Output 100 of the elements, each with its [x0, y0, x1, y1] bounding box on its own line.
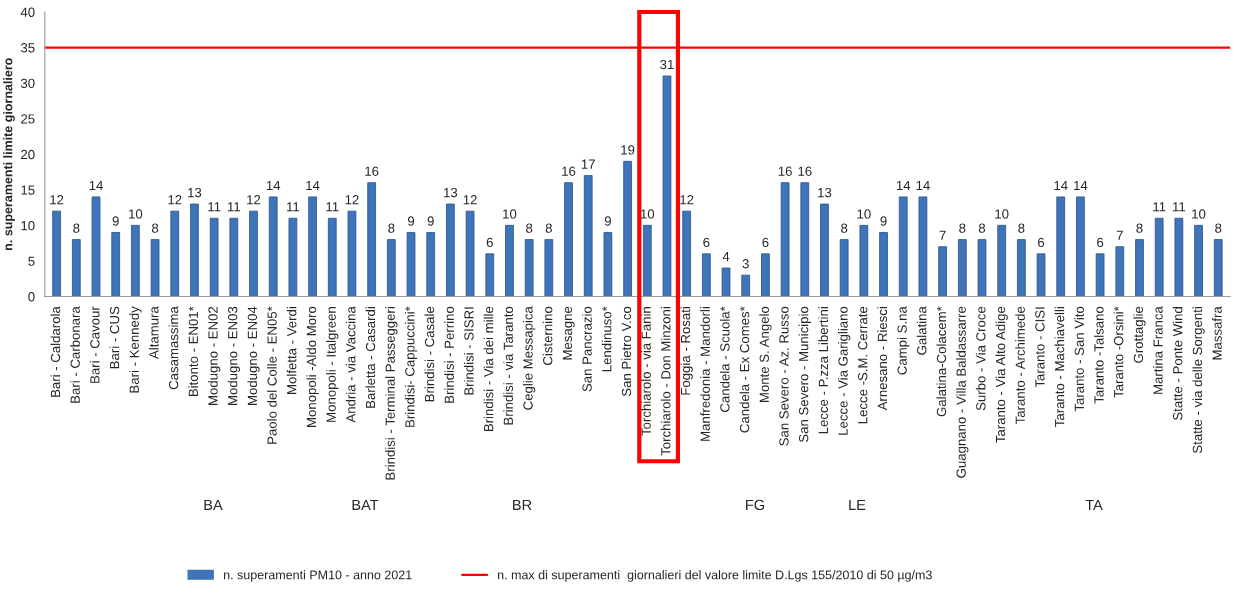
x-tick-label: Arnesano - Riesci — [877, 307, 888, 411]
data-label: 17 — [581, 159, 595, 169]
data-label: 16 — [562, 166, 576, 176]
bar — [91, 196, 101, 297]
y-tick-label: 25 — [21, 114, 35, 124]
x-tick-label: Guagnano - Villa Baldassarre — [956, 306, 969, 478]
bar — [150, 239, 160, 297]
x-tick-label: Bari - Kennedy — [129, 306, 142, 393]
bar — [1213, 239, 1223, 297]
bar — [209, 217, 219, 297]
data-label: 14 — [916, 180, 930, 191]
bar — [347, 210, 357, 297]
bar — [268, 196, 278, 297]
x-tick-label: Galatina-Colacem* — [936, 306, 947, 417]
x-tick-label: Lendinuso* — [601, 306, 612, 372]
x-tick-label: Cisternino — [542, 306, 553, 365]
bar — [1115, 246, 1125, 297]
data-label: 9 — [427, 216, 434, 226]
x-tick-label: Molfetta - Verdi — [286, 307, 297, 394]
data-label: 12 — [168, 195, 182, 205]
data-label: 14 — [306, 180, 320, 191]
bar — [505, 224, 514, 297]
bar — [1154, 217, 1164, 297]
x-tick-label: Lecce - Via Garigliano — [838, 306, 851, 435]
x-tick-label: Modugno - EN03 — [227, 306, 240, 405]
data-label: 10 — [1192, 209, 1206, 219]
bar — [957, 239, 967, 297]
data-label: 9 — [407, 216, 415, 226]
x-tick-label: Bari - CUS — [109, 306, 120, 369]
bar — [111, 232, 121, 297]
bar — [229, 217, 239, 297]
data-label: 11 — [326, 202, 339, 212]
bar — [1095, 253, 1105, 297]
bar — [583, 175, 593, 297]
text: FG — [746, 499, 765, 511]
data-label: 11 — [227, 202, 241, 212]
bar — [465, 210, 475, 297]
x-tick-label: Ceglie Messapica — [523, 306, 536, 410]
text: BAT — [352, 499, 379, 510]
bar — [249, 210, 258, 297]
data-label: 3 — [742, 259, 749, 269]
bar — [426, 232, 436, 297]
x-tick-label: Lecce - P.zza Libertini — [818, 307, 829, 434]
text: LE — [849, 499, 866, 510]
bar — [977, 239, 987, 297]
data-label: 8 — [841, 223, 848, 233]
bar — [800, 182, 810, 297]
x-tick-label: Casamassima — [168, 306, 179, 390]
data-label: 11 — [208, 202, 221, 212]
data-label: 10 — [995, 209, 1009, 219]
y-tick-label: 10 — [21, 220, 35, 231]
data-label: 6 — [486, 237, 493, 248]
bar — [327, 217, 337, 297]
data-label: 12 — [247, 195, 261, 205]
data-label: 31 — [660, 59, 674, 70]
bar — [839, 239, 849, 297]
y-tick-label: 40 — [20, 7, 35, 17]
bar — [918, 196, 928, 297]
data-label: 10 — [129, 209, 143, 219]
x-tick-label: Massafra — [1212, 306, 1222, 360]
data-label: 7 — [1116, 230, 1123, 240]
bar — [682, 210, 692, 297]
x-tick-label: Brindisi - Via dei mille — [483, 306, 494, 432]
bar — [997, 224, 1007, 297]
data-label: 14 — [1054, 180, 1068, 191]
data-label: 10 — [640, 209, 655, 219]
bar — [446, 203, 455, 297]
x-tick-label: Brindisi - via Taranto — [503, 306, 514, 425]
bar — [1194, 224, 1203, 297]
x-tick-label: Galatina — [916, 306, 927, 355]
data-label: 11 — [1173, 202, 1186, 212]
bar — [1135, 239, 1144, 297]
bar — [662, 75, 672, 297]
x-tick-label: Brindisi - Terminal Passeggeri — [385, 307, 398, 480]
x-tick-label: Statte - Ponte Wind — [1172, 307, 1183, 421]
data-label: 8 — [388, 223, 395, 233]
x-tick-label: Brindisi - SISRI — [463, 307, 474, 395]
bar — [603, 232, 613, 297]
x-tick-label: Monopoli -Aldo Moro — [306, 306, 319, 427]
x-tick-label: Monte S. Angelo — [759, 306, 772, 402]
x-tick-label: Taranto - Archimede — [1015, 306, 1025, 424]
bar — [367, 182, 376, 297]
bar — [52, 210, 61, 297]
data-label: 8 — [978, 223, 986, 233]
x-tick-label: San Severo - Az. Russo — [779, 306, 789, 446]
x-tick-label: Statte - via delle Sorgenti — [1192, 307, 1205, 454]
y-tick-label: 20 — [21, 149, 35, 160]
data-label: 4 — [722, 252, 730, 262]
x-tick-label: Altamura — [148, 306, 159, 359]
bar — [524, 239, 534, 297]
x-tick-label: San Pancrazio — [582, 306, 592, 392]
data-label: 16 — [798, 166, 812, 176]
x-tick-label: Bari - Caldarola — [50, 306, 61, 397]
legend-label: n. superamenti PM10 - anno 2021 — [224, 570, 412, 582]
x-tick-label: Bari - Cavour — [89, 306, 100, 383]
x-tick-label: Taranto -Talsano — [1093, 306, 1104, 404]
data-label: 8 — [151, 223, 159, 233]
x-tick-label: Surbo - Via Croce — [975, 306, 986, 411]
data-label: 8 — [1018, 223, 1025, 233]
bar — [308, 196, 317, 297]
